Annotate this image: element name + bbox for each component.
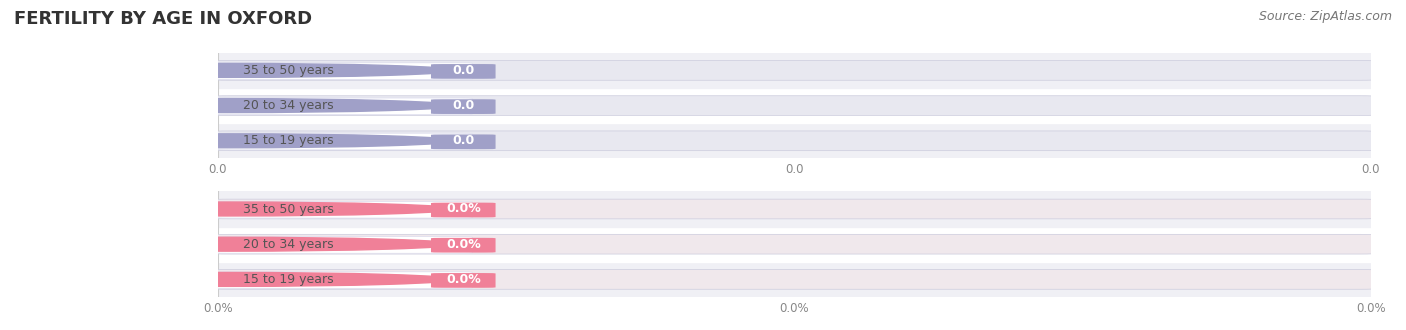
Text: 15 to 19 years: 15 to 19 years (243, 134, 333, 147)
FancyBboxPatch shape (212, 270, 1376, 289)
Bar (218, 191, 1371, 227)
FancyBboxPatch shape (432, 273, 495, 288)
FancyBboxPatch shape (212, 131, 1376, 151)
FancyBboxPatch shape (212, 234, 1376, 254)
Text: 35 to 50 years: 35 to 50 years (243, 64, 335, 77)
FancyBboxPatch shape (217, 63, 472, 80)
Text: 15 to 19 years: 15 to 19 years (243, 273, 333, 286)
Bar (218, 53, 1371, 88)
Text: FERTILITY BY AGE IN OXFORD: FERTILITY BY AGE IN OXFORD (14, 10, 312, 28)
Circle shape (0, 202, 456, 216)
Text: 20 to 34 years: 20 to 34 years (243, 238, 333, 251)
Text: 0.0: 0.0 (453, 64, 475, 77)
Circle shape (0, 134, 456, 148)
FancyBboxPatch shape (212, 96, 1376, 115)
FancyBboxPatch shape (432, 64, 495, 79)
FancyBboxPatch shape (217, 272, 472, 288)
FancyBboxPatch shape (212, 199, 1376, 219)
Text: 35 to 50 years: 35 to 50 years (243, 203, 335, 215)
Text: 20 to 34 years: 20 to 34 years (243, 99, 333, 112)
Text: Source: ZipAtlas.com: Source: ZipAtlas.com (1258, 10, 1392, 23)
FancyBboxPatch shape (217, 237, 472, 253)
Text: 0.0%: 0.0% (447, 203, 481, 215)
FancyBboxPatch shape (432, 134, 495, 149)
FancyBboxPatch shape (432, 203, 495, 217)
FancyBboxPatch shape (432, 99, 495, 114)
FancyBboxPatch shape (217, 133, 472, 150)
Bar (218, 227, 1371, 262)
FancyBboxPatch shape (217, 201, 472, 218)
Text: 0.0: 0.0 (453, 134, 475, 147)
Bar (218, 262, 1371, 297)
FancyBboxPatch shape (217, 98, 472, 115)
Text: 0.0%: 0.0% (447, 238, 481, 251)
Text: 0.0%: 0.0% (447, 273, 481, 286)
Circle shape (0, 273, 456, 286)
Text: 0.0: 0.0 (453, 99, 475, 112)
Bar (218, 123, 1371, 158)
Bar (218, 88, 1371, 123)
Circle shape (0, 237, 456, 251)
FancyBboxPatch shape (432, 238, 495, 252)
FancyBboxPatch shape (212, 60, 1376, 80)
Circle shape (0, 63, 456, 77)
Circle shape (0, 99, 456, 113)
